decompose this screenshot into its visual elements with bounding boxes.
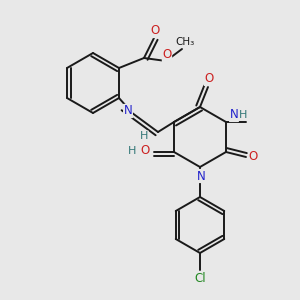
Text: H: H: [128, 146, 136, 156]
Text: O: O: [162, 49, 172, 62]
Text: N: N: [230, 109, 238, 122]
Text: H: H: [140, 131, 148, 141]
Text: O: O: [140, 145, 150, 158]
Text: O: O: [248, 149, 258, 163]
Text: N: N: [196, 169, 206, 182]
Text: CH₃: CH₃: [176, 37, 195, 47]
Text: H: H: [239, 110, 247, 120]
Text: N: N: [124, 104, 132, 118]
Text: O: O: [204, 73, 214, 85]
Text: N: N: [124, 104, 132, 118]
Text: Cl: Cl: [194, 272, 206, 286]
Text: O: O: [150, 25, 160, 38]
